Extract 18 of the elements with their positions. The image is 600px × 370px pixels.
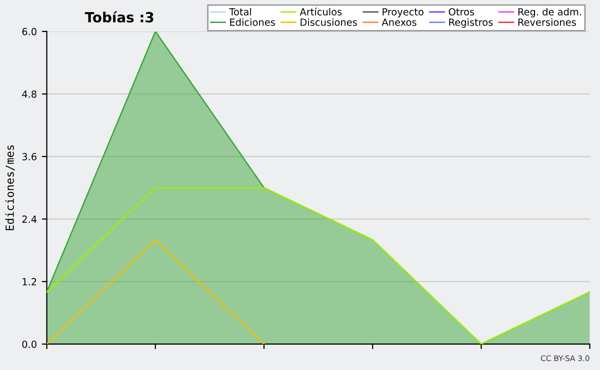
legend-label: Artículos [300,8,342,16]
legend-label: Anexos [382,18,416,26]
legend-label: Reversiones [518,18,576,26]
y-tick-label: 0.0 [22,340,36,348]
y-tick-label: 3.6 [22,152,36,160]
y-tick-label: 2.4 [22,216,37,223]
legend-label: Discusiones [300,18,357,26]
y-tick-label: 4.8 [22,90,36,98]
legend-label: Reg. de adm. [518,8,581,18]
legend-label: Total [229,8,252,16]
chart-title: Tobías :3 [84,11,154,23]
y-tick-label: 6.0 [22,28,36,36]
legend-label: Proyecto [382,8,424,18]
legend-label: Otros [448,8,474,16]
legend-label: Registros [449,18,493,28]
y-axis-title: Ediciones/mes [5,145,15,230]
legend-label: Ediciones [230,18,275,26]
y-tick-label: 1.2 [22,278,36,286]
